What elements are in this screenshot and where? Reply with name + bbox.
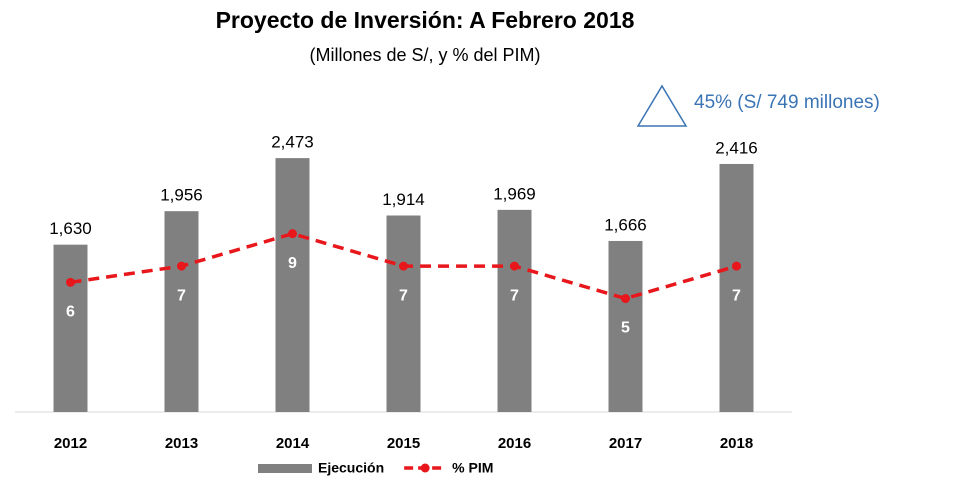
- bar: [164, 211, 199, 412]
- line-value-label: 7: [177, 287, 186, 304]
- line-point: [732, 261, 741, 271]
- annotation: 45% (S/ 749 millones): [694, 92, 880, 113]
- bar: [275, 158, 310, 412]
- bar: [386, 215, 421, 412]
- line-value-label: 7: [399, 287, 408, 304]
- line-point: [399, 261, 408, 271]
- bar-value-label: 2,416: [715, 138, 758, 157]
- legend-label: Ejecución: [318, 460, 384, 476]
- chart-title: Proyecto de Inversión: A Febrero 2018: [216, 7, 635, 33]
- line-value-label: 6: [66, 304, 75, 321]
- line-point: [621, 294, 630, 304]
- x-tick-label: 2013: [165, 435, 198, 452]
- line-point: [510, 261, 519, 271]
- line-value-label: 9: [288, 255, 297, 272]
- bar-value-label: 2,473: [271, 133, 314, 152]
- x-tick-label: 2015: [387, 435, 420, 452]
- legend-label: % PIM: [452, 460, 493, 476]
- line-point: [288, 229, 297, 239]
- bar-value-label: 1,969: [493, 184, 536, 203]
- annotation-triangle: [636, 84, 688, 127]
- x-tick-label: 2018: [720, 435, 753, 452]
- bar: [53, 244, 88, 412]
- legend-swatch: [420, 463, 430, 473]
- line-point: [66, 277, 75, 287]
- bar-value-label: 1,666: [604, 215, 647, 234]
- x-tick-label: 2016: [498, 435, 531, 452]
- bar-value-label: 1,914: [382, 190, 425, 209]
- line-value-label: 7: [510, 287, 519, 304]
- bar: [719, 163, 754, 412]
- bar: [497, 209, 532, 412]
- x-tick-label: 2017: [609, 435, 642, 452]
- bar-value-label: 1,630: [49, 219, 92, 238]
- chart-subtitle: (Millones de S/, y % del PIM): [309, 45, 540, 65]
- bar: [608, 240, 643, 412]
- x-tick-label: 2012: [54, 435, 87, 452]
- line-value-label: 7: [732, 287, 741, 304]
- bar-value-label: 1,956: [160, 186, 203, 205]
- line-value-label: 5: [621, 320, 630, 337]
- line-point: [177, 261, 186, 271]
- legend-swatch: [258, 464, 312, 473]
- x-tick-label: 2014: [276, 435, 310, 452]
